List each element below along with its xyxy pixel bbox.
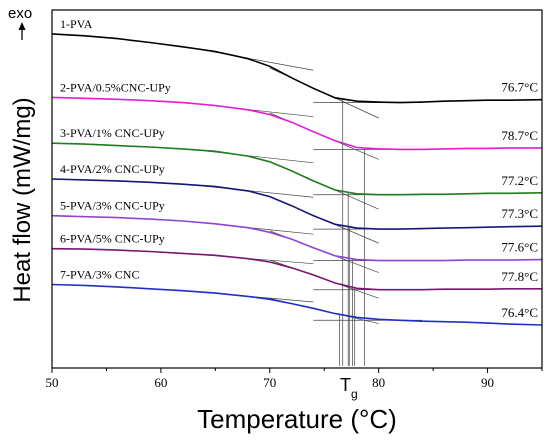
series-line <box>51 247 542 291</box>
tg-value-label: 77.8°C <box>501 269 538 284</box>
exo-label: exo <box>8 5 32 22</box>
series-label: 4-PVA/2% CNC-UPy <box>60 162 165 176</box>
series-layer <box>51 33 543 326</box>
series-line <box>51 96 542 151</box>
tg-value-label: 77.2°C <box>501 173 538 188</box>
x-tick-label: 60 <box>154 375 167 390</box>
series-label: 2-PVA/0.5%CNC-UPy <box>60 80 171 94</box>
x-tick-label: 90 <box>481 375 494 390</box>
series-line <box>51 214 543 262</box>
tg-values: 76.7°C 78.7°C 77.2°C 77.3°C 77.6°C 77.8°C 76.4… <box>501 80 538 320</box>
x-tick-label: 50 <box>46 375 59 390</box>
series-line <box>51 178 543 230</box>
series-line <box>51 33 543 104</box>
tg-value-label: 77.6°C <box>501 240 538 255</box>
tg-value-label: 76.4°C <box>501 305 538 320</box>
tg-value-label: 78.7°C <box>501 128 538 143</box>
series-line <box>51 283 543 326</box>
tg-value-label: 77.3°C <box>501 206 538 221</box>
plot-frame <box>51 9 543 369</box>
series-label: 7-PVA/3% CNC <box>60 267 139 281</box>
tg-label: Tg <box>340 375 358 401</box>
series-label: 3-PVA/1% CNC-UPy <box>60 126 165 140</box>
tangent-lines <box>204 49 423 324</box>
tg-value-label: 76.7°C <box>501 80 538 95</box>
series-label: 1-PVA <box>60 17 93 31</box>
x-axis-label: Temperature (°C) <box>197 404 397 434</box>
y-axis-label: Heat flow (mW/mg) <box>9 97 36 302</box>
series-label: 6-PVA/5% CNC-UPy <box>60 232 165 246</box>
x-ticks: 50 60 70 80 90 <box>46 368 543 390</box>
series-labels: 1-PVA 2-PVA/0.5%CNC-UPy 3-PVA/1% CNC-UPy 4-… <box>60 17 171 282</box>
x-tick-label: 80 <box>372 375 385 390</box>
tg-drop-lines <box>339 98 365 366</box>
exo-arrow <box>18 22 26 40</box>
series-line <box>51 142 543 196</box>
x-tick-label: 70 <box>263 375 276 390</box>
series-label: 5-PVA/3% CNC-UPy <box>60 199 165 213</box>
